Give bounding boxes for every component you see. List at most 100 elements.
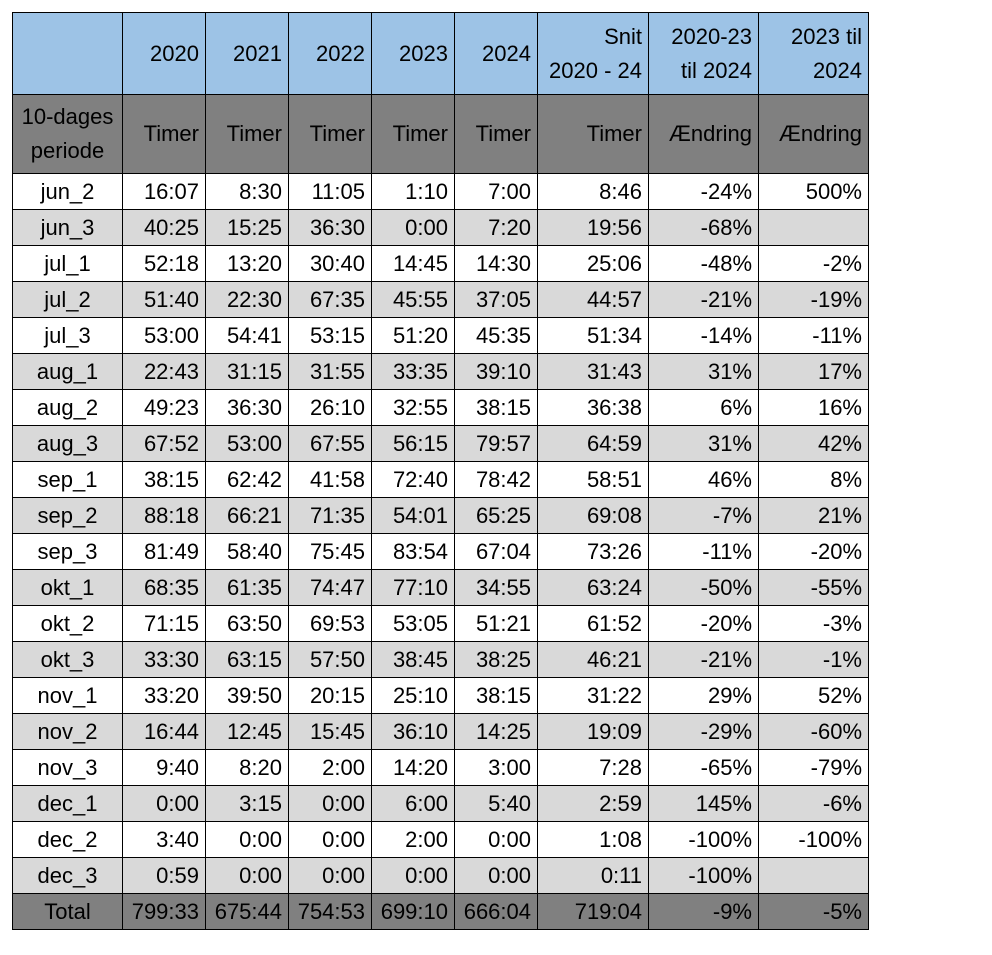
table-cell: 16:44 — [122, 713, 206, 750]
table-cell: 45:55 — [371, 281, 455, 318]
table-cell: 46% — [648, 461, 759, 498]
table-cell: 57:50 — [288, 641, 372, 678]
table-cell: Timer — [371, 94, 455, 174]
table-cell: 38:15 — [122, 461, 206, 498]
table-cell: 83:54 — [371, 533, 455, 570]
table-cell: 16:07 — [122, 173, 206, 210]
table-cell: 66:21 — [205, 497, 289, 534]
table-cell: 0:00 — [454, 821, 538, 858]
table-cell: 29% — [648, 677, 759, 714]
table-cell: -100% — [758, 821, 869, 858]
table-cell: 12:45 — [205, 713, 289, 750]
table-cell: 0:00 — [205, 821, 289, 858]
table-cell: -60% — [758, 713, 869, 750]
table-cell: 666:04 — [454, 893, 538, 930]
table-cell: 62:42 — [205, 461, 289, 498]
table-cell: 38:15 — [454, 389, 538, 426]
table-cell — [758, 857, 869, 894]
table-row: aug_3 67:52 53:00 67:55 56:15 79:57 64:59 31% 42… — [12, 425, 869, 462]
row-label-cell: sep_2 — [12, 497, 123, 534]
table-cell: 56:15 — [371, 425, 455, 462]
table-cell: 30:40 — [288, 245, 372, 282]
table-cell: -20% — [648, 605, 759, 642]
hours-table-container: 2020 2021 2022 2023 2024 Snit 2020 - 24 2020-23… — [12, 12, 869, 930]
table-cell: 51:20 — [371, 317, 455, 354]
table-cell: -1% — [758, 641, 869, 678]
table-cell: -21% — [648, 281, 759, 318]
table-cell: Timer — [454, 94, 538, 174]
table-cell: 71:15 — [122, 605, 206, 642]
table-row: aug_2 49:23 36:30 26:10 32:55 38:15 36:38 6% 16% — [12, 389, 869, 426]
table-cell: 0:00 — [288, 785, 372, 822]
table-cell: -21% — [648, 641, 759, 678]
table-cell: 38:15 — [454, 677, 538, 714]
row-label-cell — [12, 12, 123, 95]
table-cell: 64:59 — [537, 425, 649, 462]
table-cell: 40:25 — [122, 209, 206, 246]
row-label-cell: aug_1 — [12, 353, 123, 390]
table-cell: 33:30 — [122, 641, 206, 678]
row-label-cell: nov_1 — [12, 677, 123, 714]
table-cell: 0:11 — [537, 857, 649, 894]
table-cell: 0:00 — [205, 857, 289, 894]
table-cell: 3:15 — [205, 785, 289, 822]
table-cell: 38:25 — [454, 641, 538, 678]
table-row: sep_2 88:18 66:21 71:35 54:01 65:25 69:08 -7% 21… — [12, 497, 869, 534]
table-cell: 19:56 — [537, 209, 649, 246]
table-cell: 36:10 — [371, 713, 455, 750]
table-cell: -20% — [758, 533, 869, 570]
table-cell: 67:35 — [288, 281, 372, 318]
table-cell: 37:05 — [454, 281, 538, 318]
table-cell: 51:34 — [537, 317, 649, 354]
table-cell: 2022 — [288, 12, 372, 95]
table-cell: 2023 til 2024 — [758, 12, 869, 95]
row-label-cell: aug_2 — [12, 389, 123, 426]
table-row: dec_1 0:00 3:15 0:00 6:00 5:40 2:59 145% -6% — [12, 785, 869, 822]
table-cell: 53:15 — [288, 317, 372, 354]
table-cell: 22:43 — [122, 353, 206, 390]
table-cell: 17% — [758, 353, 869, 390]
table-cell: 0:00 — [371, 209, 455, 246]
table-cell: 6% — [648, 389, 759, 426]
table-cell: 51:40 — [122, 281, 206, 318]
row-label-cell: dec_2 — [12, 821, 123, 858]
row-label-cell: dec_3 — [12, 857, 123, 894]
total-row: Total 799:33 675:44 754:53 699:10 666:04 719:0… — [12, 893, 869, 930]
table-cell: 0:00 — [288, 821, 372, 858]
table-cell: 5:40 — [454, 785, 538, 822]
table-row: nov_2 16:44 12:45 15:45 36:10 14:25 19:09 -29% -… — [12, 713, 869, 750]
table-cell: -50% — [648, 569, 759, 606]
table-row: okt_3 33:30 63:15 57:50 38:45 38:25 46:21 -21% -… — [12, 641, 869, 678]
table-cell: 74:47 — [288, 569, 372, 606]
table-cell: 67:52 — [122, 425, 206, 462]
table-cell: 32:55 — [371, 389, 455, 426]
table-cell: 8:20 — [205, 749, 289, 786]
table-cell: 8:30 — [205, 173, 289, 210]
table-cell: 61:52 — [537, 605, 649, 642]
table-cell: 31:15 — [205, 353, 289, 390]
table-cell: 3:40 — [122, 821, 206, 858]
table-cell: 31:22 — [537, 677, 649, 714]
table-cell: 799:33 — [122, 893, 206, 930]
table-cell: 58:40 — [205, 533, 289, 570]
table-cell: -2% — [758, 245, 869, 282]
table-cell: 675:44 — [205, 893, 289, 930]
table-cell: 2021 — [205, 12, 289, 95]
table-row: nov_1 33:20 39:50 20:15 25:10 38:15 31:22 29% 52… — [12, 677, 869, 714]
table-cell: 61:35 — [205, 569, 289, 606]
table-cell: 75:45 — [288, 533, 372, 570]
row-label-cell: jul_3 — [12, 317, 123, 354]
table-cell: 16% — [758, 389, 869, 426]
row-label-cell: sep_1 — [12, 461, 123, 498]
table-cell: Snit 2020 - 24 — [537, 12, 649, 95]
table-cell: 31% — [648, 425, 759, 462]
table-cell: 45:35 — [454, 317, 538, 354]
table-cell: 34:55 — [454, 569, 538, 606]
table-cell: 31% — [648, 353, 759, 390]
hours-table: 2020 2021 2022 2023 2024 Snit 2020 - 24 2020-23… — [12, 12, 869, 930]
table-cell: 41:58 — [288, 461, 372, 498]
table-cell: 0:00 — [371, 857, 455, 894]
table-cell: -48% — [648, 245, 759, 282]
table-cell: -55% — [758, 569, 869, 606]
table-cell: 500% — [758, 173, 869, 210]
